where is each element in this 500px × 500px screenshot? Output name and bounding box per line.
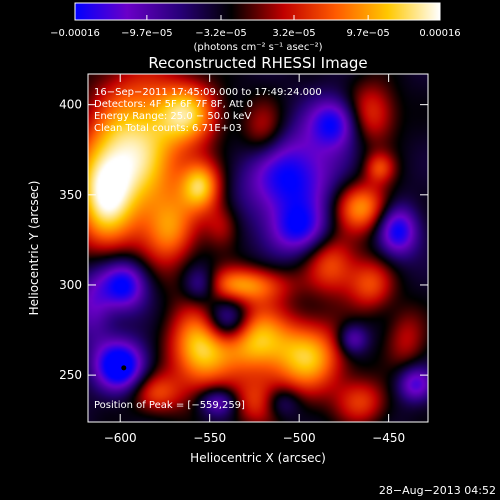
x-tick-label: −550: [193, 431, 226, 445]
colorbar: −0.00016 −9.7e−05 −3.2e−05 3.2e−05 9.7e−05 0.…: [50, 2, 461, 53]
info-line-energy: Energy Range: 25.0 − 50.0 keV: [94, 111, 251, 122]
info-line-counts: Clean Total counts: 6.71E+03: [94, 123, 242, 134]
colorbar-units-label: (photons cm⁻² s⁻¹ asec⁻²): [193, 42, 322, 53]
colorbar-tick-label: −0.00016: [50, 28, 100, 39]
x-tick-label: −500: [283, 431, 316, 445]
plot-frame: [87, 73, 429, 423]
chart-title: Reconstructed RHESSI Image: [148, 54, 367, 72]
y-tick-label: 300: [59, 278, 82, 292]
heatmap-area: [88, 74, 428, 422]
y-axis-label: Heliocentric Y (arcsec): [27, 181, 41, 316]
colorbar-tick-label: −9.7e−05: [121, 28, 173, 39]
footer-timestamp: 28−Aug−2013 04:52: [379, 484, 496, 497]
x-tick-label: −450: [372, 431, 405, 445]
info-line-time: 16−Sep−2011 17:45:09.000 to 17:49:24.000: [94, 87, 322, 98]
peak-position-label: Position of Peak = [−559,259]: [94, 400, 245, 411]
colorbar-ticks: −0.00016 −9.7e−05 −3.2e−05 3.2e−05 9.7e−05 0.…: [50, 15, 461, 39]
x-tick-label: −600: [104, 431, 137, 445]
y-tick-label: 350: [59, 188, 82, 202]
y-tick-label: 400: [59, 98, 82, 112]
x-axis-label: Heliocentric X (arcsec): [190, 451, 326, 465]
colorbar-tick-label: 3.2e−05: [272, 28, 315, 39]
colorbar-tick-label: 9.7e−05: [347, 28, 390, 39]
x-axis-ticks: −600 −550 −500 −450: [104, 74, 405, 445]
peak-marker: [121, 365, 127, 371]
y-tick-label: 250: [59, 368, 82, 382]
colorbar-tick-label: −3.2e−05: [195, 28, 247, 39]
colorbar-gradient: [74, 2, 441, 21]
colorbar-tick-label: 0.00016: [419, 28, 460, 39]
info-block: 16−Sep−2011 17:45:09.000 to 17:49:24.000…: [94, 87, 322, 134]
info-line-detectors: Detectors: 4F 5F 6F 7F 8F, Att 0: [94, 99, 253, 110]
y-axis-ticks: 250 300 350 400: [59, 98, 428, 382]
heatmap-image: [88, 74, 428, 422]
